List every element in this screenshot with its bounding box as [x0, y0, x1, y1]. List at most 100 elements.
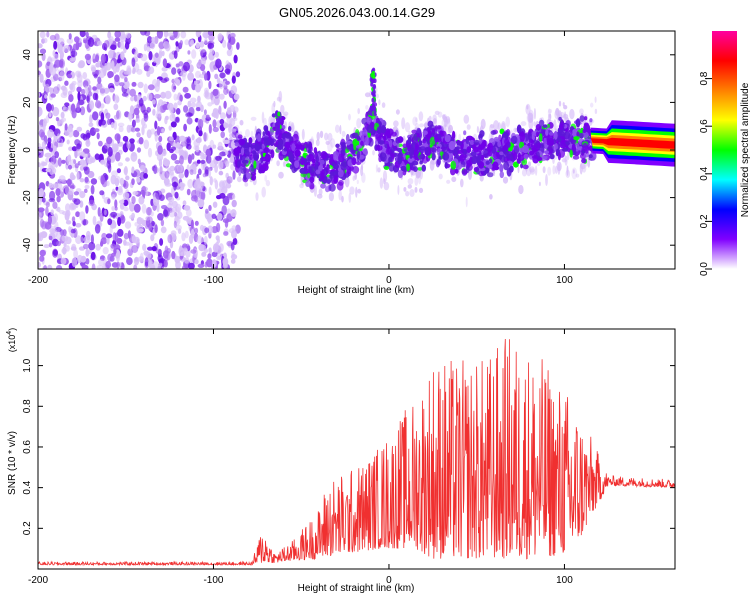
noise-blob [76, 86, 82, 93]
noise-blob [212, 119, 217, 129]
noise-blob [171, 82, 176, 93]
noise-blob [110, 211, 117, 218]
noise-blob [38, 107, 43, 117]
noise-blob [62, 86, 68, 96]
noise-blob [114, 133, 121, 142]
noise-blob [126, 124, 131, 133]
noise-blob [154, 36, 159, 44]
noise-blob [131, 57, 136, 67]
noise-blob [85, 248, 90, 257]
noise-blob [116, 237, 123, 244]
spectrogram-x-ticks: -200 -100 0 100 [28, 31, 573, 286]
signal-blob [295, 156, 299, 161]
signal-blob [306, 156, 311, 161]
noise-blob [209, 48, 215, 56]
noise-blob [72, 129, 80, 138]
noise-blob [118, 125, 124, 133]
noise-blob [201, 251, 207, 257]
spectrum-haze [521, 168, 527, 177]
spectrum-haze [237, 176, 242, 183]
noise-blob [124, 241, 131, 246]
signal-blob [341, 161, 345, 167]
noise-blob [187, 72, 195, 81]
noise-blob [105, 233, 113, 239]
spectrum-haze [338, 190, 343, 201]
x-tick-label: -200 [28, 275, 48, 286]
spectrum-haze [460, 178, 464, 188]
noise-blob [139, 171, 146, 181]
noise-blob [198, 130, 203, 137]
spectrum-haze [335, 124, 340, 133]
noise-blob [235, 71, 241, 78]
noise-blob [100, 240, 104, 247]
noise-blob [79, 191, 86, 199]
signal-blob [454, 168, 459, 174]
signal-blob [305, 180, 311, 187]
noise-blob [203, 248, 209, 253]
signal-blob [309, 165, 316, 174]
noise-blob [53, 40, 58, 50]
signal-blob [470, 151, 477, 156]
noise-blob [92, 92, 98, 101]
spectrum-haze [575, 173, 580, 178]
signal-blob [240, 155, 246, 161]
noise-blob [97, 40, 103, 46]
noise-blob [193, 139, 200, 148]
noise-blob [47, 141, 51, 149]
noise-blob [45, 201, 50, 208]
signal-blob [573, 136, 580, 141]
noise-blob [208, 168, 212, 179]
noise-blob [190, 249, 197, 254]
noise-blob [45, 206, 49, 216]
spike-blob [277, 111, 281, 117]
noise-blob [70, 228, 76, 234]
noise-blob [165, 115, 169, 121]
signal-blob [375, 145, 383, 151]
spectrum-haze [361, 172, 366, 183]
y-tick-label: 0.8 [22, 399, 33, 413]
noise-blob [150, 234, 155, 242]
noise-blob [102, 246, 109, 255]
spectrogram-marks [38, 31, 675, 269]
spectrum-haze [404, 122, 411, 133]
noise-blob [231, 251, 235, 257]
noise-blob [223, 87, 229, 95]
signal-blob [503, 149, 509, 155]
signal-blob [383, 166, 390, 170]
noise-blob [162, 250, 169, 259]
noise-blob [146, 71, 151, 77]
noise-blob [110, 44, 117, 50]
noise-blob [99, 212, 104, 222]
spectrum-haze [415, 171, 421, 179]
colorbar-tick-label: 0.0 [699, 262, 710, 276]
noise-blob [151, 99, 156, 105]
spectrum-haze [538, 181, 541, 187]
spectrum-haze [566, 152, 570, 161]
spectrum-haze [348, 192, 352, 203]
signal-blob [307, 149, 312, 154]
spectrum-haze [330, 138, 336, 148]
signal-blob [388, 139, 393, 148]
x-tick-label: -100 [203, 575, 223, 586]
noise-blob [191, 49, 197, 59]
signal-blob [377, 140, 385, 145]
spectrum-haze [414, 186, 418, 193]
signal-blob [541, 155, 548, 160]
spike-blob [278, 117, 282, 123]
noise-blob [38, 262, 41, 268]
noise-blob [70, 184, 76, 190]
noise-blob [111, 143, 119, 153]
noise-blob [106, 180, 110, 187]
spectrum-haze [505, 116, 511, 128]
spectrum-haze [527, 112, 534, 124]
spectrum-haze [316, 131, 320, 141]
signal-blob [313, 147, 318, 154]
spectrum-haze [545, 174, 548, 186]
noise-blob [214, 179, 219, 190]
noise-blob [200, 159, 206, 164]
noise-blob [57, 44, 63, 54]
noise-blob [134, 50, 139, 58]
noise-blob [90, 251, 96, 261]
signal-blob [516, 124, 522, 134]
signal-blob [575, 118, 581, 128]
